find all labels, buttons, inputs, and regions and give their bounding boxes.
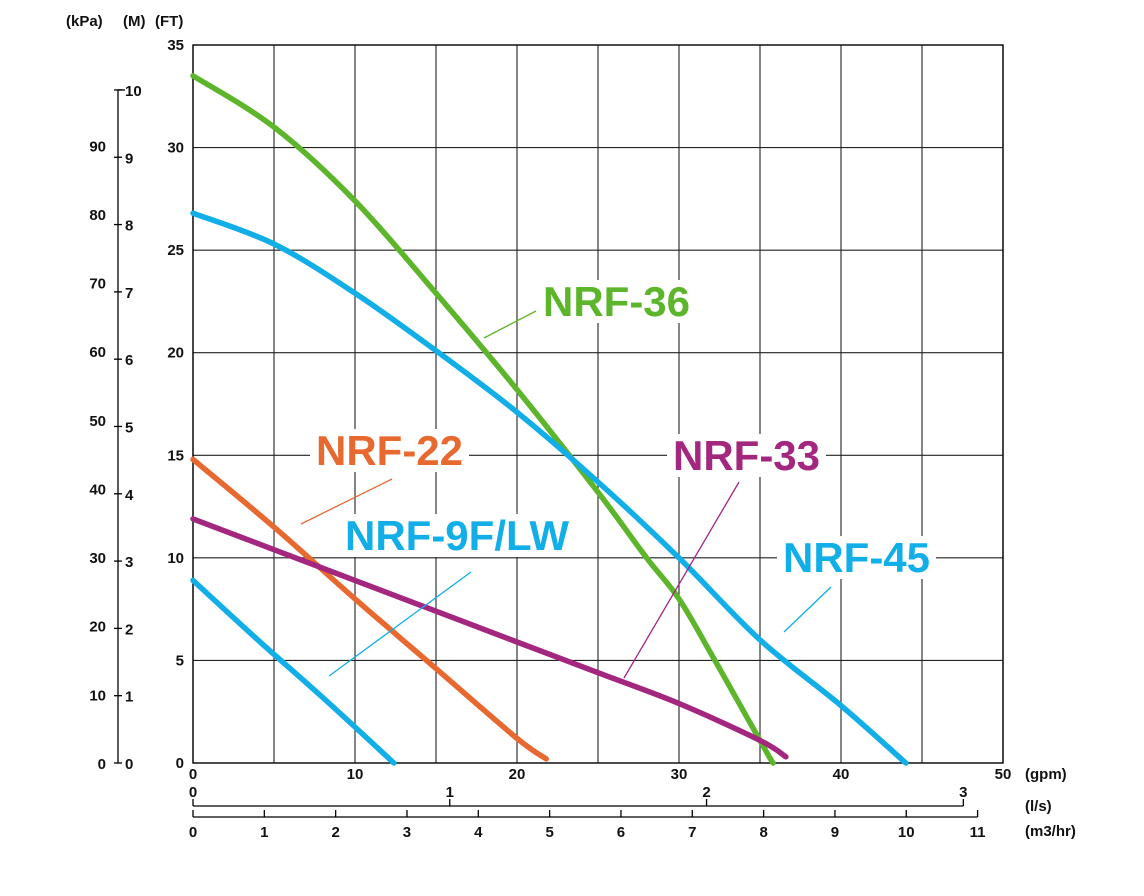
y-tick-kpa: 70: [89, 276, 106, 293]
plot-frame: [192, 44, 1004, 764]
x-tick-m3hr: 8: [759, 824, 767, 841]
y-tick-m: 8: [125, 218, 133, 235]
x-tick-m3hr: 10: [898, 824, 915, 841]
y-tick-kpa: 20: [89, 619, 106, 636]
series-line-nrf-22: [190, 456, 549, 762]
y-tick-kpa: 30: [89, 550, 106, 567]
series-label-nrf-33: NRF-33: [673, 432, 820, 479]
series-label-background: [310, 429, 470, 472]
y-tick-ft: 30: [167, 140, 184, 157]
leader-line-nrf-33: [623, 481, 740, 679]
x-tick-gpm: 10: [347, 766, 364, 783]
series-label-background: [667, 434, 827, 477]
x-tick-m3hr: 9: [831, 824, 839, 841]
x-tick-gpm: 30: [671, 766, 688, 783]
series-label-background: [339, 514, 576, 557]
y-tick-ft: 20: [167, 345, 184, 362]
y-unit-ft: (FT): [155, 13, 183, 30]
y-tick-m: 6: [125, 352, 133, 369]
x-tick-m3hr: 0: [189, 824, 197, 841]
curves: [190, 73, 909, 766]
x-tick-m3hr: 7: [688, 824, 696, 841]
axes: 05101520253035(FT)012345678910(M)0102030…: [66, 13, 1076, 841]
x-tick-m3hr: 3: [403, 824, 411, 841]
y-tick-m: 9: [125, 150, 133, 167]
x-tick-m3hr: 6: [617, 824, 625, 841]
x-unit-ls: (l/s): [1025, 798, 1052, 815]
y-tick-m: 1: [125, 689, 133, 706]
series-line-nrf-36: [190, 73, 776, 766]
y-tick-ft: 25: [167, 242, 184, 259]
x-tick-m3hr: 5: [545, 824, 553, 841]
y-tick-ft: 5: [176, 652, 184, 669]
y-tick-kpa: 0: [98, 756, 106, 773]
x-tick-ls: 1: [446, 784, 454, 801]
y-tick-m: 3: [125, 554, 133, 571]
leader-line-nrf-45: [783, 586, 832, 633]
x-unit-m3hr: (m3/hr): [1025, 823, 1076, 840]
y-tick-kpa: 90: [89, 138, 106, 155]
leader-line-nrf-36: [483, 310, 537, 339]
y-tick-m: 10: [125, 83, 142, 100]
x-tick-ls: 2: [702, 784, 710, 801]
x-tick-gpm: 0: [189, 766, 197, 783]
y-tick-m: 0: [125, 756, 133, 773]
y-tick-m: 5: [125, 419, 133, 436]
leader-line-nrf-9f-lw: [328, 571, 472, 677]
x-tick-m3hr: 1: [260, 824, 268, 841]
series-label-background: [777, 536, 937, 579]
grid: [192, 44, 1004, 764]
x-tick-ls: 3: [959, 784, 967, 801]
y-tick-kpa: 60: [89, 344, 106, 361]
y-unit-m: (M): [123, 13, 146, 30]
x-tick-ls: 0: [189, 784, 197, 801]
series-line-nrf-45: [190, 210, 909, 766]
x-tick-gpm: 40: [833, 766, 850, 783]
y-tick-m: 7: [125, 285, 133, 302]
x-tick-gpm: 20: [509, 766, 526, 783]
x-tick-m3hr: 4: [474, 824, 483, 841]
y-tick-ft: 15: [167, 447, 184, 464]
y-tick-m: 2: [125, 621, 133, 638]
y-tick-kpa: 80: [89, 207, 106, 224]
series-label-background: [537, 280, 697, 323]
y-tick-ft: 35: [167, 37, 184, 54]
x-tick-gpm: 50: [995, 766, 1012, 783]
series-line-nrf-9f-lw: [190, 577, 397, 766]
leader-line-nrf-22: [300, 478, 393, 525]
y-tick-kpa: 50: [89, 413, 106, 430]
series-label-nrf-22: NRF-22: [316, 427, 463, 474]
y-tick-m: 4: [125, 487, 134, 504]
y-unit-kpa: (kPa): [66, 13, 103, 30]
x-unit-gpm: (gpm): [1025, 766, 1067, 783]
x-tick-m3hr: 2: [331, 824, 339, 841]
series-labels: NRF-36 NRF-45 NRF-22 NRF-33 NRF-9F/LW: [300, 278, 937, 679]
y-tick-kpa: 10: [89, 687, 106, 704]
series-label-nrf-45: NRF-45: [783, 534, 930, 581]
y-tick-ft: 10: [167, 550, 184, 567]
y-tick-kpa: 40: [89, 481, 106, 498]
x-tick-m3hr: 11: [970, 824, 986, 841]
series-label-nrf-36: NRF-36: [543, 278, 690, 325]
y-tick-ft: 0: [176, 755, 184, 772]
series-line-nrf-33: [190, 516, 789, 760]
series-label-nrf-9f-lw: NRF-9F/LW: [345, 512, 569, 559]
